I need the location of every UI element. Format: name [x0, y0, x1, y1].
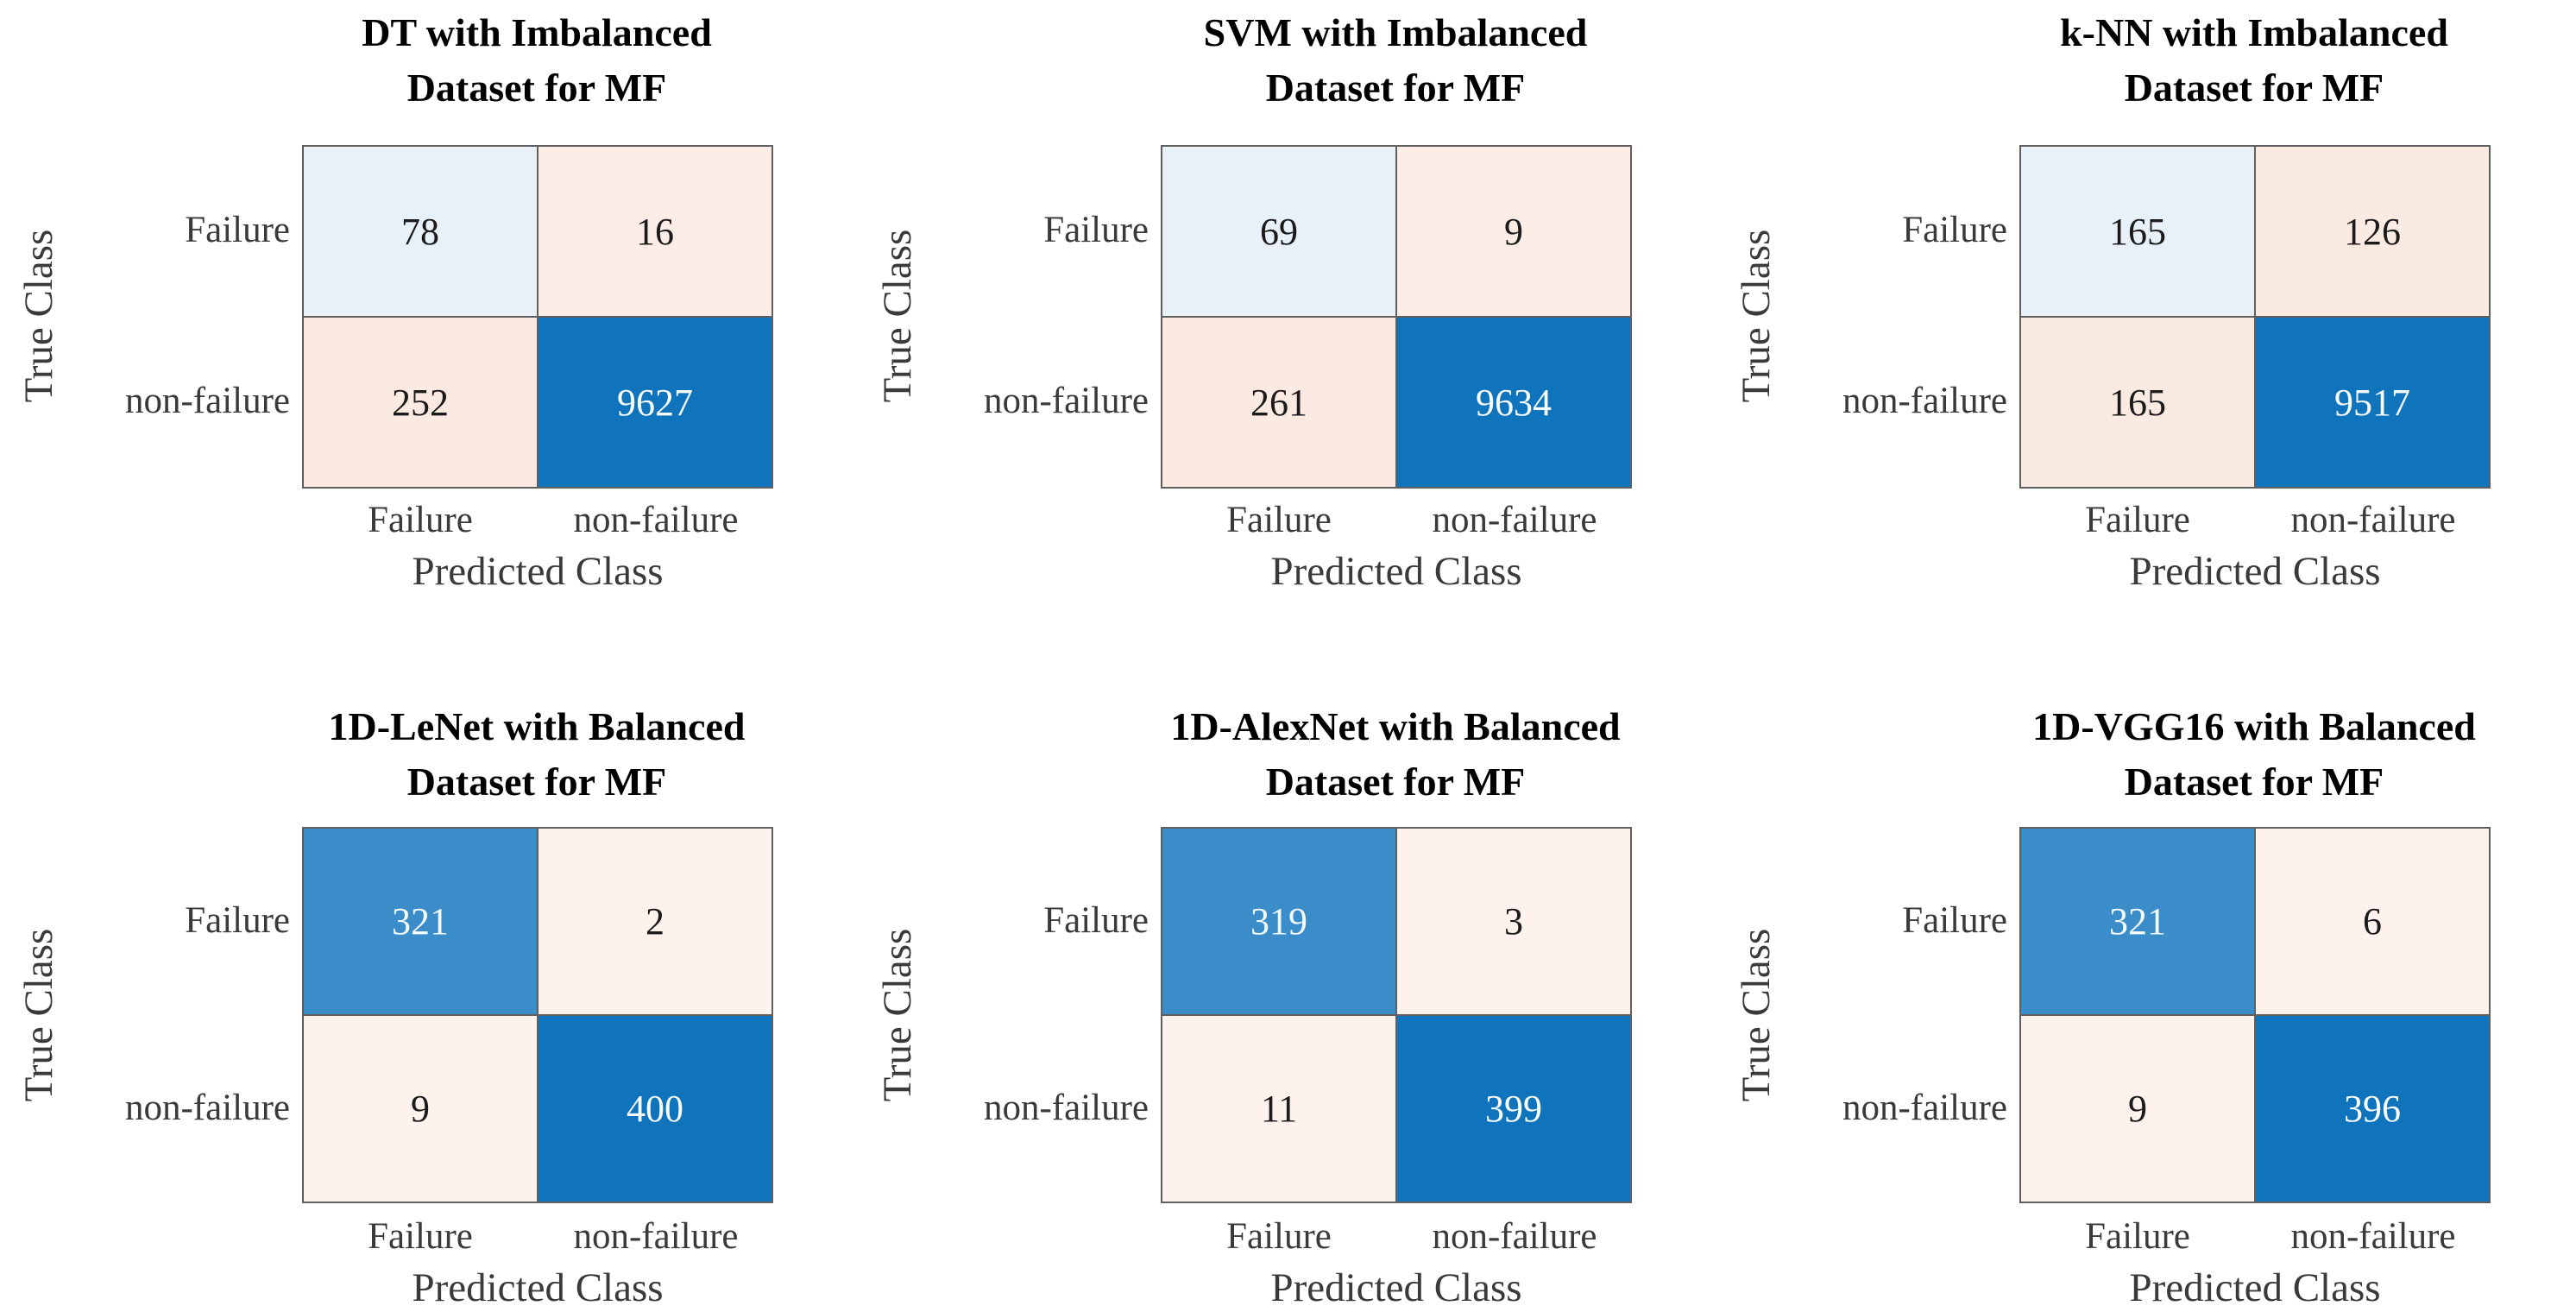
confusion-matrix-panel-dt: DT with Imbalanced Dataset for MF True C… — [0, 0, 859, 655]
cell-true-failure-pred-failure: 321 — [2021, 829, 2254, 1014]
chart-title-line1: 1D-VGG16 with Balanced — [2032, 704, 2476, 748]
cell-true-nonfailure-pred-failure: 252 — [304, 318, 537, 487]
cell-true-failure-pred-failure: 321 — [304, 829, 537, 1014]
col-label-non-failure: non-failure — [573, 500, 739, 540]
col-label-failure: Failure — [2085, 1216, 2190, 1257]
chart-title-line2: Dataset for MF — [406, 760, 667, 804]
row-label-failure: Failure — [1902, 900, 2007, 941]
cell-true-nonfailure-pred-failure: 11 — [1162, 1016, 1395, 1202]
cell-true-failure-pred-nonfailure: 6 — [2256, 829, 2489, 1014]
cell-true-failure-pred-nonfailure: 126 — [2256, 147, 2489, 316]
cell-true-failure-pred-failure: 69 — [1162, 147, 1395, 316]
chart-title-line2: Dataset for MF — [2124, 760, 2384, 804]
cell-true-nonfailure-pred-nonfailure: 9627 — [539, 318, 772, 487]
x-axis-label: Predicted Class — [1270, 549, 1522, 594]
col-label-non-failure: non-failure — [573, 1216, 739, 1257]
row-label-non-failure: non-failure — [983, 1088, 1149, 1128]
row-label-failure: Failure — [1043, 900, 1149, 941]
cell-true-failure-pred-nonfailure: 9 — [1397, 147, 1630, 316]
cell-true-failure-pred-nonfailure: 3 — [1397, 829, 1630, 1014]
cell-true-failure-pred-failure: 165 — [2021, 147, 2254, 316]
col-label-failure: Failure — [1226, 500, 1332, 540]
x-axis-label: Predicted Class — [2129, 549, 2381, 594]
cell-true-failure-pred-nonfailure: 2 — [539, 829, 772, 1014]
chart-title-line1: 1D-AlexNet with Balanced — [1170, 704, 1621, 748]
row-label-failure: Failure — [1043, 210, 1149, 250]
row-label-failure: Failure — [1902, 210, 2007, 250]
x-axis-label: Predicted Class — [412, 549, 664, 594]
cell-true-nonfailure-pred-failure: 261 — [1162, 318, 1395, 487]
confusion-matrix-grid: 69 9 261 9634 — [1161, 145, 1632, 489]
cell-true-failure-pred-failure: 78 — [304, 147, 537, 316]
x-axis-label: Predicted Class — [412, 1265, 664, 1310]
chart-title-line1: SVM with Imbalanced — [1203, 10, 1588, 54]
x-axis-label: Predicted Class — [1270, 1265, 1522, 1310]
row-label-failure: Failure — [185, 210, 290, 250]
cell-true-nonfailure-pred-nonfailure: 396 — [2256, 1016, 2489, 1202]
row-label-non-failure: non-failure — [124, 1088, 290, 1128]
confusion-matrix-panel-alexnet: 1D-AlexNet with Balanced Dataset for MF … — [859, 656, 1717, 1311]
chart-title-line2: Dataset for MF — [1265, 66, 1526, 110]
chart-title: 1D-AlexNet with Balanced Dataset for MF — [1024, 699, 1767, 810]
chart-title: DT with Imbalanced Dataset for MF — [166, 5, 908, 116]
confusion-matrix-grid: 321 2 9 400 — [302, 827, 773, 1203]
row-label-failure: Failure — [185, 900, 290, 941]
chart-title-line2: Dataset for MF — [1265, 760, 1526, 804]
cell-true-nonfailure-pred-nonfailure: 9517 — [2256, 318, 2489, 487]
row-label-non-failure: non-failure — [124, 381, 290, 421]
chart-title: SVM with Imbalanced Dataset for MF — [1024, 5, 1767, 116]
cell-true-failure-pred-nonfailure: 16 — [539, 147, 772, 316]
cell-true-nonfailure-pred-nonfailure: 400 — [539, 1016, 772, 1202]
cell-true-nonfailure-pred-failure: 9 — [304, 1016, 537, 1202]
confusion-matrix-panel-lenet: 1D-LeNet with Balanced Dataset for MF Tr… — [0, 656, 859, 1311]
chart-title: 1D-LeNet with Balanced Dataset for MF — [166, 699, 908, 810]
chart-title-line1: 1D-LeNet with Balanced — [328, 704, 746, 748]
chart-title: k-NN with Imbalanced Dataset for MF — [1883, 5, 2576, 116]
cell-true-nonfailure-pred-nonfailure: 399 — [1397, 1016, 1630, 1202]
cell-true-nonfailure-pred-failure: 9 — [2021, 1016, 2254, 1202]
col-label-non-failure: non-failure — [1432, 1216, 1597, 1257]
confusion-matrix-panel-knn: k-NN with Imbalanced Dataset for MF True… — [1717, 0, 2576, 655]
row-label-non-failure: non-failure — [1842, 1088, 2007, 1128]
col-label-failure: Failure — [2085, 500, 2190, 540]
col-label-non-failure: non-failure — [2290, 1216, 2456, 1257]
cell-true-nonfailure-pred-failure: 165 — [2021, 318, 2254, 487]
chart-title-line2: Dataset for MF — [2124, 66, 2384, 110]
cell-true-failure-pred-failure: 319 — [1162, 829, 1395, 1014]
confusion-matrix-panel-svm: SVM with Imbalanced Dataset for MF True … — [859, 0, 1717, 655]
cell-true-nonfailure-pred-nonfailure: 9634 — [1397, 318, 1630, 487]
row-label-non-failure: non-failure — [983, 381, 1149, 421]
confusion-matrix-grid: 319 3 11 399 — [1161, 827, 1632, 1203]
confusion-matrix-grid: 78 16 252 9627 — [302, 145, 773, 489]
col-label-failure: Failure — [368, 500, 473, 540]
confusion-matrix-panel-vgg16: 1D-VGG16 with Balanced Dataset for MF Tr… — [1717, 656, 2576, 1311]
col-label-failure: Failure — [368, 1216, 473, 1257]
confusion-matrix-grid: 165 126 165 9517 — [2019, 145, 2491, 489]
row-label-non-failure: non-failure — [1842, 381, 2007, 421]
chart-title: 1D-VGG16 with Balanced Dataset for MF — [1883, 699, 2576, 810]
x-axis-label: Predicted Class — [2129, 1265, 2381, 1310]
confusion-matrix-grid: 321 6 9 396 — [2019, 827, 2491, 1203]
chart-title-line2: Dataset for MF — [406, 66, 667, 110]
col-label-non-failure: non-failure — [2290, 500, 2456, 540]
chart-title-line1: DT with Imbalanced — [362, 10, 712, 54]
col-label-failure: Failure — [1226, 1216, 1332, 1257]
chart-title-line1: k-NN with Imbalanced — [2060, 10, 2448, 54]
col-label-non-failure: non-failure — [1432, 500, 1597, 540]
